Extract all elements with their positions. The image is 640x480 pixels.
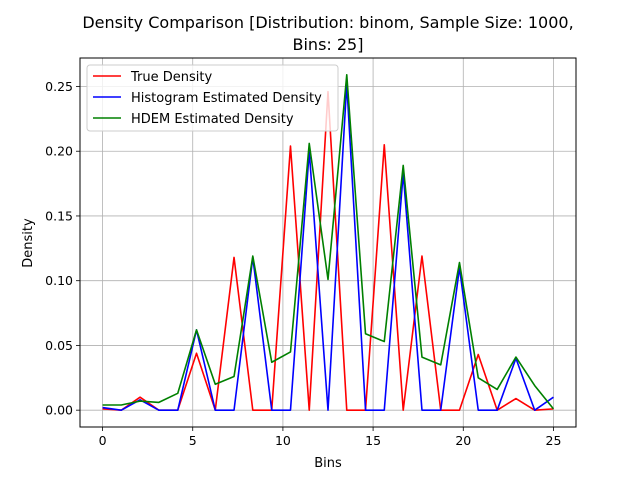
y-tick-label: 0.10 (45, 273, 73, 288)
y-axis-label: Density (21, 218, 36, 268)
y-tick-label: 0.15 (45, 208, 73, 223)
x-tick-label: 20 (455, 433, 471, 448)
series-line-histogram (102, 83, 554, 411)
x-tick-label: 0 (99, 433, 107, 448)
plot-frame (79, 57, 577, 428)
x-tick-label: 5 (189, 433, 197, 448)
legend-label-hdem: HDEM Estimated Density (131, 112, 294, 127)
y-axis-ticks: 0.00 0.05 0.10 0.15 0.20 0.25 (45, 79, 80, 418)
y-tick-label: 0.00 (45, 403, 73, 418)
y-tick-label: 0.05 (45, 338, 73, 353)
y-tick-label: 0.20 (45, 144, 73, 159)
legend: True Density Histogram Estimated Density… (86, 64, 339, 132)
series-line-hdem (102, 74, 555, 410)
legend-box (86, 64, 339, 132)
chart-title-line2: Bins: 25] (293, 35, 364, 54)
chart-title-line1: Density Comparison [Distribution: binom,… (82, 13, 573, 32)
x-tick-label: 10 (275, 433, 291, 448)
legend-label-true-density: True Density (130, 70, 212, 85)
x-tick-label: 15 (365, 433, 381, 448)
legend-label-histogram: Histogram Estimated Density (131, 91, 322, 106)
y-tick-label: 0.25 (45, 79, 73, 94)
series-line-true-density (102, 90, 554, 411)
x-axis-label: Bins (314, 456, 342, 471)
x-axis-ticks: 0 5 10 15 20 25 (99, 427, 562, 448)
x-tick-label: 25 (546, 433, 562, 448)
